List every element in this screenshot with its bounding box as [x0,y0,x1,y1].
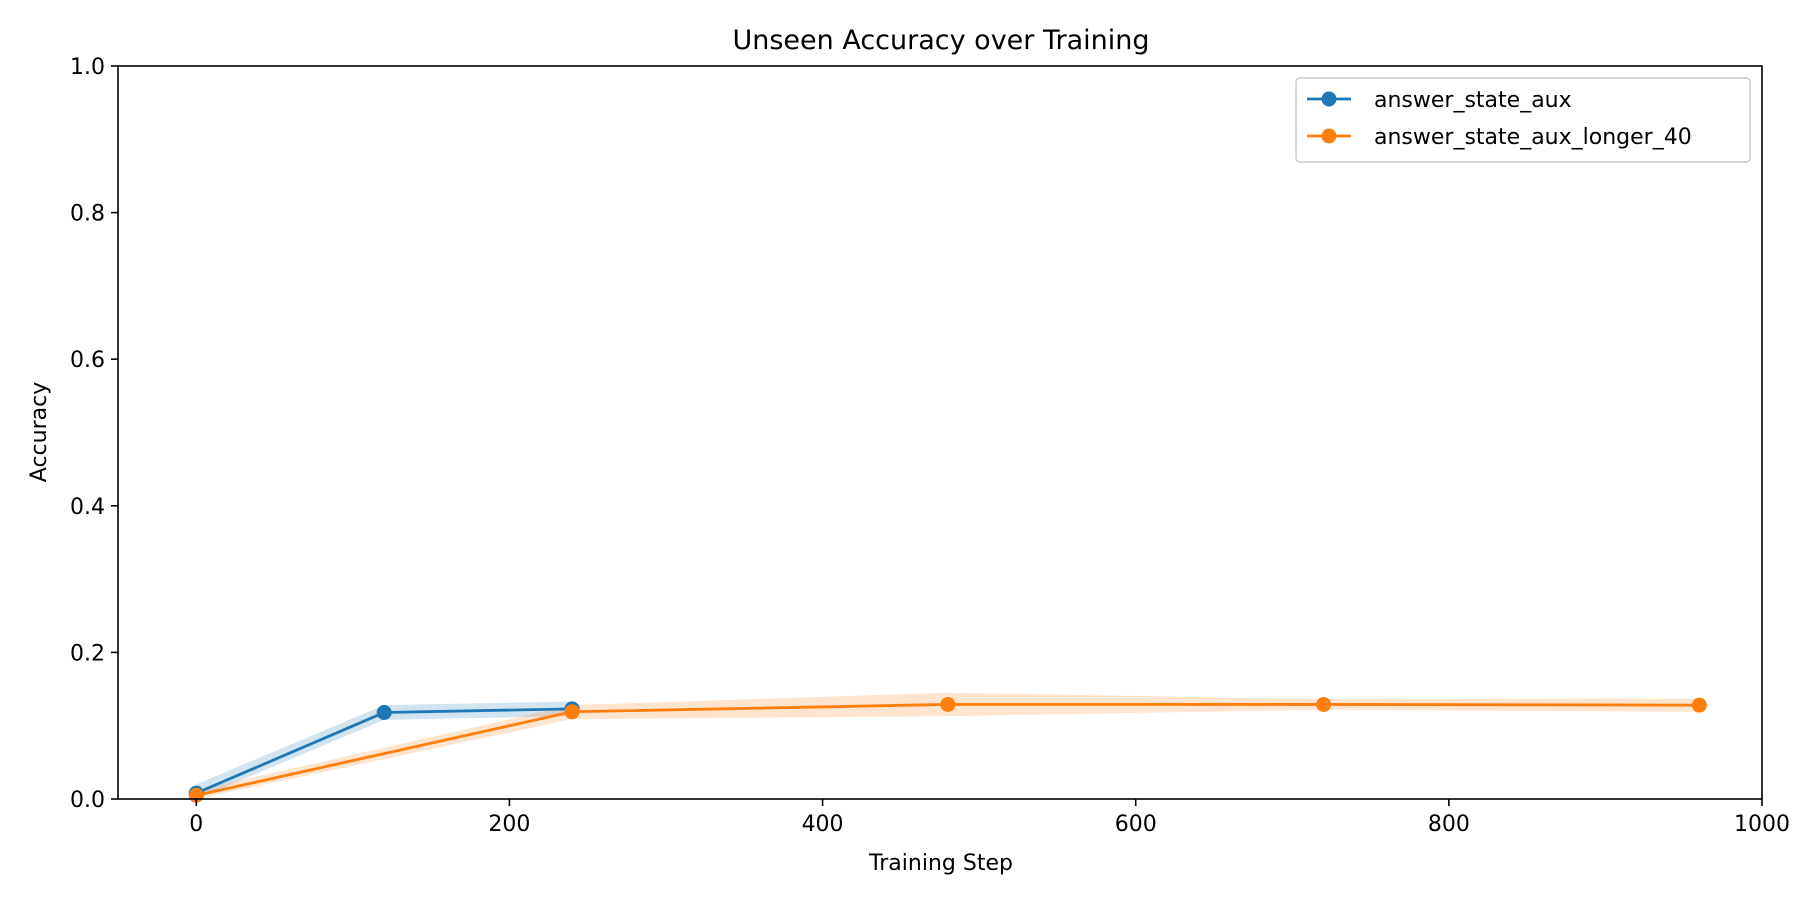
data-point-answer_state_aux_longer_40-1 [564,704,580,720]
y-tick-label: 0.8 [70,202,105,227]
confidence-bands [196,692,1700,799]
chart-title: Unseen Accuracy over Training [732,25,1149,56]
legend-label: answer_state_aux [1374,88,1572,113]
data-point-answer_state_aux_longer_40-2 [940,696,956,712]
confidence-band-answer_state_aux [196,701,573,799]
y-tick-label: 0.0 [70,788,105,813]
x-tick-label: 600 [1115,812,1157,837]
x-axis: 0 200 400 600 800 1000 [189,799,1790,837]
legend: answer_state_aux answer_state_aux_longer_… [1295,77,1751,163]
y-tick-label: 0.6 [70,348,105,373]
data-point-answer_state_aux-1 [376,705,392,721]
legend-label: answer_state_aux_longer_40 [1374,125,1692,150]
data-point-answer_state_aux_longer_40-3 [1316,696,1332,712]
legend-box [1295,77,1751,163]
x-tick-label: 400 [802,812,844,837]
series-markers [188,696,1707,803]
y-axis: 0.0 0.2 0.4 0.6 0.8 1.0 [70,55,118,813]
x-axis-label: Training Step [868,851,1013,876]
y-axis-label: Accuracy [27,382,52,482]
y-tick-label: 0.2 [70,641,105,666]
data-point-answer_state_aux_longer_40-4 [1691,697,1707,713]
y-tick-label: 0.4 [70,495,105,520]
x-tick-label: 0 [189,812,203,837]
x-tick-label: 200 [488,812,530,837]
plot-frame [117,65,1763,800]
x-tick-label: 1000 [1734,812,1790,837]
legend-marker-answer_state_aux [1321,91,1337,107]
legend-marker-answer_state_aux_longer_40 [1321,128,1337,144]
x-tick-label: 800 [1428,812,1470,837]
y-tick-label: 1.0 [70,55,105,80]
confidence-band-answer_state_aux_longer_40 [196,692,1700,799]
